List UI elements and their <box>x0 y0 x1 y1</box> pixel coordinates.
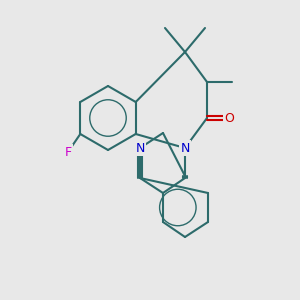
Text: F: F <box>64 146 72 158</box>
Text: N: N <box>135 142 145 154</box>
Text: N: N <box>180 142 190 154</box>
Text: O: O <box>224 112 234 124</box>
